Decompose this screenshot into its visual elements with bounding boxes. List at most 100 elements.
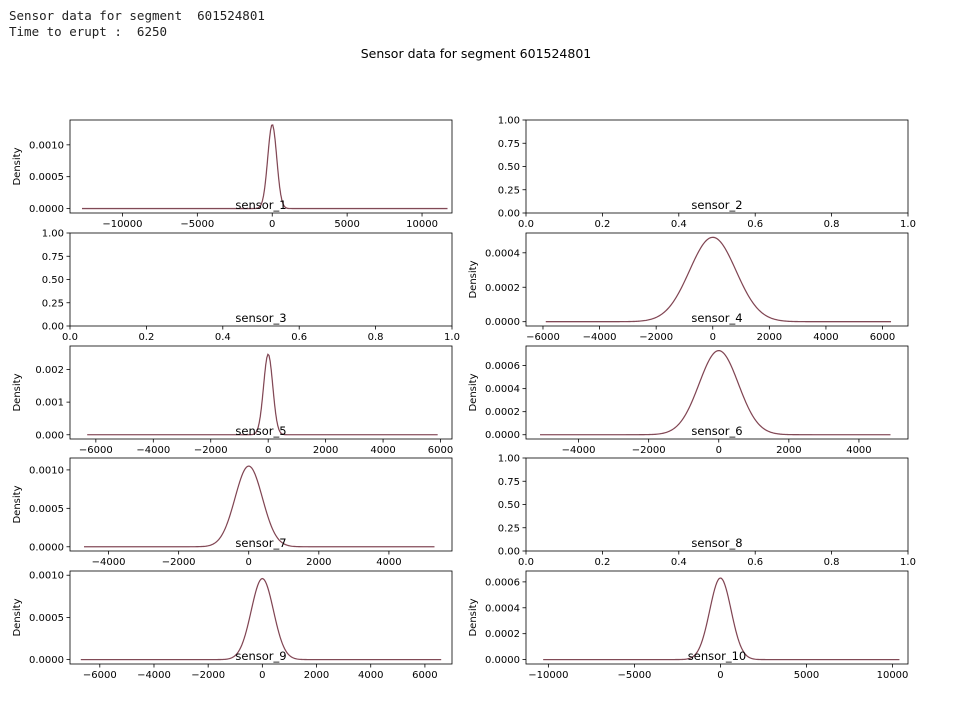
sensor-8-ytick-label: 1.00: [498, 454, 520, 465]
console-line-time-to-erupt: Time to erupt : 6250: [9, 24, 168, 39]
sensor-5-xtick-label: −2000: [194, 445, 228, 456]
sensor-6-kde-curve-overlay: [540, 350, 891, 436]
subplot-sensor-10: −10000 −5000 0 5000 10000 0.0000 0.0002 0.0004 0…: [468, 570, 909, 681]
sensor-4-xtick-label: −2000: [639, 332, 673, 343]
sensor-10-axes-frame: [525, 570, 909, 665]
sensor-8-xtick-label: 0.6: [747, 557, 763, 568]
sensor-1-kde-curve-overlay: [81, 124, 448, 209]
sensor-1-ytick-label: 0.0005: [29, 172, 64, 183]
sensor-4-xtick-label: 2000: [757, 332, 782, 343]
sensor-5-xtick-label: −6000: [79, 445, 113, 456]
sensor-6-xtick-label: −2000: [632, 445, 666, 456]
sensor-5-xtick-label: −4000: [136, 445, 170, 456]
sensor-5-ytick-label: 0.001: [35, 398, 64, 409]
sensor-1-ytick-label: 0.0000: [29, 204, 64, 215]
sensor-2-ytick-label: 0.00: [498, 209, 520, 220]
sensor-7-xtick-label: 2000: [306, 557, 331, 568]
sensor-6-kde-curve: [540, 349, 891, 436]
sensor-2-title: sensor_2: [691, 198, 742, 212]
sensor-5-kde-curve-overlay: [87, 353, 438, 436]
sensor-5-ylabel: Density: [12, 373, 23, 411]
sensor-8-ytick-label: 0.50: [498, 500, 520, 511]
sensor-7-ytick-label: 0.0010: [29, 465, 64, 476]
sensor-6-ytick-label: 0.0006: [485, 361, 520, 372]
sensor-8-xtick-label: 0.2: [594, 557, 610, 568]
sensor-9-xtick-label: −4000: [137, 670, 171, 681]
sensor-1-kde-curve: [81, 124, 448, 210]
sensor-7-title: sensor_7: [235, 536, 286, 550]
sensor-10-ytick-label: 0.0004: [485, 603, 520, 614]
subplot-sensor-4: −6000 −4000 −2000 0 2000 4000 6000 0.0000 0.0002…: [468, 232, 909, 343]
sensor-10-xtick-label: 0: [717, 670, 723, 681]
sensor-9-xtick-label: 6000: [412, 670, 437, 681]
sensor-5-ytick-label: 0.000: [35, 430, 64, 441]
sensor-7-ylabel: Density: [12, 485, 23, 523]
sensor-4-xtick-label: −4000: [583, 332, 617, 343]
sensor-1-ylabel: Density: [12, 147, 23, 185]
sensor-2-xtick-label: 0.0: [518, 219, 534, 230]
console-line-segment: Sensor data for segment 601524801: [9, 8, 265, 23]
sensor-7-ytick-label: 0.0000: [29, 542, 64, 553]
sensor-2-xtick-label: 0.2: [594, 219, 610, 230]
sensor-2-ytick-label: 1.00: [498, 116, 520, 127]
sensor-7-xtick-label: 0: [246, 557, 252, 568]
sensor-4-kde-curve: [545, 236, 892, 323]
sensor-3-xtick-label: 1.0: [444, 332, 460, 343]
sensor-6-xtick-label: 0: [716, 445, 722, 456]
sensor-5-title: sensor_5: [235, 424, 286, 438]
sensor-7-axes-frame: [69, 457, 453, 552]
sensor-9-ytick-label: 0.0005: [29, 613, 64, 624]
sensor-8-ytick-label: 0.75: [498, 477, 520, 488]
sensor-3-xtick-label: 0.6: [291, 332, 307, 343]
sensor-7-xtick-label: −2000: [162, 557, 196, 568]
sensor-3-ytick-label: 0.50: [42, 275, 64, 286]
sensor-1-xtick-label: 10000: [406, 219, 438, 230]
sensor-4-xtick-label: −6000: [526, 332, 560, 343]
subplot-sensor-7: −4000 −2000 0 2000 4000 0.0000 0.0005 0.0010 Den…: [12, 457, 453, 568]
subplot-sensor-8: 0.0 0.2 0.4 0.6 0.8 1.0 0.00 0.25 0.50 0.75 1.00 se…: [498, 454, 916, 569]
sensor-5-xtick-label: 6000: [428, 445, 453, 456]
sensor-2-ytick-label: 0.25: [498, 185, 520, 196]
sensor-3-title: sensor_3: [235, 311, 286, 325]
sensor-1-xtick-label: 0: [269, 219, 275, 230]
subplot-sensor-1: −10000 −5000 0 5000 10000 0.0000 0.0005 0.0010 D…: [12, 119, 453, 230]
sensor-8-ytick-label: 0.00: [498, 547, 520, 558]
sensor-8-xtick-label: 0.8: [824, 557, 840, 568]
sensor-10-kde-curve-overlay: [543, 577, 900, 660]
sensor-8-xtick-label: 0.4: [671, 557, 687, 568]
sensor-4-axes-frame: [525, 232, 909, 327]
sensor-6-ytick-label: 0.0000: [485, 430, 520, 441]
sensor-8-ytick-label: 0.25: [498, 523, 520, 534]
sensor-9-xtick-label: 2000: [304, 670, 329, 681]
subplot-sensor-2: 0.0 0.2 0.4 0.6 0.8 1.0 0.00 0.25 0.50 0.75 1.00 se…: [498, 116, 916, 231]
sensor-7-xtick-label: 4000: [376, 557, 401, 568]
sensor-5-ytick-label: 0.002: [35, 365, 64, 376]
sensor-9-xtick-label: 0: [259, 670, 265, 681]
sensor-2-xtick-label: 1.0: [900, 219, 916, 230]
sensor-6-xtick-label: 2000: [776, 445, 801, 456]
sensor-10-xtick-label: 5000: [794, 670, 819, 681]
sensor-6-xtick-label: −4000: [562, 445, 596, 456]
sensor-2-xtick-label: 0.4: [671, 219, 687, 230]
sensor-3-xtick-label: 0.2: [138, 332, 154, 343]
sensor-5-xtick-label: 2000: [313, 445, 338, 456]
sensor-10-ytick-label: 0.0002: [485, 629, 520, 640]
subplot-sensor-9: −6000 −4000 −2000 0 2000 4000 6000 0.0000 0.0005…: [12, 570, 453, 681]
sensor-10-kde-curve: [543, 577, 900, 661]
sensor-9-xtick-label: −2000: [191, 670, 225, 681]
sensor-5-xtick-label: 0: [265, 445, 271, 456]
sensor-10-ytick-label: 0.0000: [485, 655, 520, 666]
sensor-9-ytick-label: 0.0000: [29, 655, 64, 666]
sensor-7-ytick-label: 0.0005: [29, 504, 64, 515]
sensor-1-title: sensor_1: [235, 198, 286, 212]
sensor-3-xtick-label: 0.0: [62, 332, 78, 343]
sensor-3-xtick-label: 0.8: [368, 332, 384, 343]
sensor-8-title: sensor_8: [691, 536, 742, 550]
sensor-3-ytick-label: 0.25: [42, 298, 64, 309]
sensor-8-xtick-label: 1.0: [900, 557, 916, 568]
sensor-3-xtick-label: 0.4: [215, 332, 231, 343]
sensor-2-ytick-label: 0.75: [498, 139, 520, 150]
sensor-6-ylabel: Density: [468, 373, 479, 411]
sensor-4-kde-curve-overlay: [545, 237, 892, 322]
sensor-9-xtick-label: 4000: [358, 670, 383, 681]
